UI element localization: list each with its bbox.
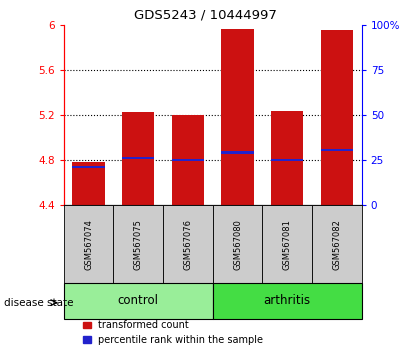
Bar	[172, 159, 204, 161]
Bar	[271, 110, 303, 205]
Bar	[312, 205, 362, 283]
Text: GSM567076: GSM567076	[183, 219, 192, 270]
Text: GSM567080: GSM567080	[233, 219, 242, 270]
Bar	[72, 162, 105, 205]
Bar	[64, 205, 113, 283]
Bar	[213, 283, 362, 319]
Text: disease state: disease state	[4, 298, 74, 308]
Bar	[122, 157, 155, 159]
Text: GSM567075: GSM567075	[134, 219, 143, 270]
Bar	[213, 205, 262, 283]
Legend: transformed count, percentile rank within the sample: transformed count, percentile rank withi…	[79, 316, 267, 349]
Text: control: control	[118, 295, 159, 307]
Bar	[222, 151, 254, 154]
Bar	[64, 283, 213, 319]
Text: GDS5243 / 10444997: GDS5243 / 10444997	[134, 9, 277, 22]
Bar	[163, 205, 213, 283]
Text: GSM567074: GSM567074	[84, 219, 93, 270]
Bar	[172, 115, 204, 205]
Bar	[72, 166, 105, 168]
Bar	[262, 205, 312, 283]
Bar	[222, 29, 254, 205]
Bar	[271, 159, 303, 161]
Text: arthritis: arthritis	[263, 295, 311, 307]
Text: GSM567082: GSM567082	[332, 219, 342, 270]
Bar	[122, 112, 155, 205]
Bar	[113, 205, 163, 283]
Bar	[321, 30, 353, 205]
Bar	[321, 149, 353, 151]
Text: GSM567081: GSM567081	[283, 219, 292, 270]
